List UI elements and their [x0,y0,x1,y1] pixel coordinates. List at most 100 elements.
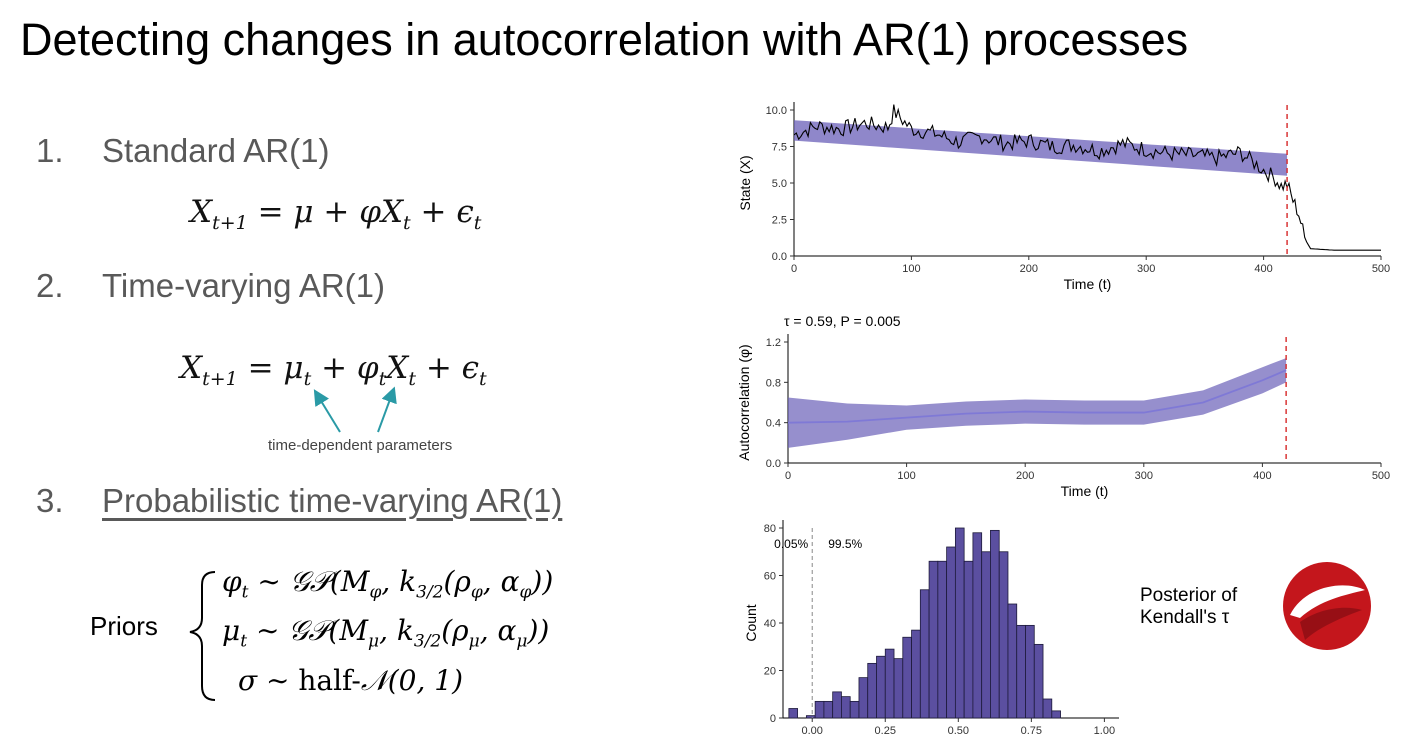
histogram-bar [884,648,895,719]
histogram-bar [849,700,860,719]
state-chart: 0 100 200 300 400 500 0.0 2.5 5.0 7.5 10.0 Time (t)… [737,102,1390,292]
posterior-caption-line1: Posterior of [1140,585,1238,606]
histogram-bar [867,662,877,719]
kendall-histogram: 0.00 0.25 0.50 0.75 1.00 0 20 40 60 80 Count 0.05% 9… [743,520,1119,737]
histogram-bar [998,551,1009,719]
y-axis-label: State (X) [737,155,753,210]
x-tick-label: 400 [1253,470,1271,482]
state-posterior-band [794,120,1288,176]
left-percent-annotation: 0.05% [774,537,808,551]
x-tick-label: 0 [791,263,797,275]
right-percent-annotation: 99.5% [828,537,862,551]
arrow-phi-t [377,386,397,433]
equation-time-varying-ar1: Xt+1 = μt + φtXt + ϵt [180,350,487,391]
prior-mu: μt ∼ 𝒢𝒫(Mμ, k3/2(ρμ, αμ)) [222,614,550,652]
histogram-bar [876,655,886,719]
histogram-bar [893,658,904,719]
priors-label: Priors [90,611,158,641]
priors-brace [189,571,216,701]
histogram-bar [972,532,983,719]
prior-phi: φt ∼ 𝒢𝒫(Mφ, k3/2(ρφ, αφ)) [222,565,554,603]
x-tick-label: 1.00 [1094,725,1115,737]
histogram-bar [832,691,842,719]
histogram-bar [937,560,948,719]
x-tick-label: 400 [1254,263,1272,275]
y-tick-label: 0.4 [766,418,781,430]
kendall-annotation: τ = 0.59, P = 0.005 [784,313,901,329]
x-axis-label: Time (t) [1064,276,1112,292]
histogram-bar [788,708,799,719]
list-label: Probabilistic time-varying AR(1) [102,482,563,519]
x-tick-label: 100 [897,470,915,482]
histogram-bar [1051,710,1061,719]
histogram-bar [990,529,1000,719]
list-label: Standard AR(1) [102,132,330,169]
histogram-bar [805,715,816,719]
state-series-line [793,104,1382,251]
y-tick-label: 0.0 [772,251,787,263]
autocorrelation-mean-line [787,369,1287,424]
y-tick-label: 80 [764,523,776,535]
histogram-bar [963,560,974,719]
histogram-bar [911,629,921,719]
autocorrelation-chart: 0 100 200 300 400 500 0.0 0.4 0.8 1.2 Time (t) Auto… [736,313,1390,499]
y-tick-label: 7.5 [772,142,787,154]
x-tick-label: 0 [785,470,791,482]
parameter-note: time-dependent parameters [268,437,453,454]
x-axis-label: Time (t) [1061,483,1109,499]
red-swoosh-logo [1283,562,1371,650]
x-tick-label: 0.25 [875,725,896,737]
list-item-standard: 1. Standard AR(1) [36,132,329,170]
list-number: 2. [36,267,64,304]
histogram-bar [841,696,851,719]
posterior-caption: Posterior of Kendall's τ [1140,585,1237,629]
list-number: 3. [36,482,64,519]
y-tick-label: 20 [764,666,776,678]
histogram-bar [1042,698,1053,719]
y-tick-label: 10.0 [766,105,787,117]
y-axis-label: Autocorrelation (φ) [736,344,752,460]
list-number: 1. [36,132,64,169]
x-tick-label: 0.75 [1021,725,1042,737]
x-tick-label: 500 [1372,470,1390,482]
y-tick-label: 60 [764,571,776,583]
histogram-bar [981,551,991,719]
arrow-mu-t [313,389,341,433]
prior-sigma: σ ∼ half-𝒩(0, 1) [238,664,463,697]
autocorrelation-band [788,358,1287,448]
x-tick-label: 300 [1135,470,1153,482]
posterior-caption-line2: Kendall's τ [1140,607,1230,628]
histogram-bar [1033,643,1044,719]
y-tick-label: 5.0 [772,178,787,190]
histogram-bar [946,546,956,719]
histogram-bar [858,677,869,719]
histogram-bar [919,589,930,719]
histogram-bar [902,636,912,719]
x-tick-label: 0.50 [948,725,969,737]
x-tick-label: 200 [1020,263,1038,275]
y-tick-label: 0 [770,713,776,725]
histogram-bar [823,700,834,719]
histogram-bar [1025,624,1035,719]
x-tick-label: 200 [1016,470,1034,482]
histogram-bar [1016,624,1026,719]
x-tick-label: 300 [1137,263,1155,275]
slide-title: Detecting changes in autocorrelation wit… [20,14,1189,65]
histogram-bar [814,700,825,719]
y-tick-label: 0.8 [766,377,781,389]
list-label: Time-varying AR(1) [102,267,385,304]
x-tick-label: 0.00 [802,725,823,737]
histogram-bar [954,527,965,719]
x-tick-label: 500 [1372,263,1390,275]
equation-standard-ar1: Xt+1 = μ + φXt + ϵt [190,194,482,235]
y-tick-label: 0.0 [766,458,781,470]
y-tick-label: 2.5 [772,215,787,227]
x-tick-label: 100 [902,263,920,275]
y-axis-label: Count [743,604,759,641]
list-item-probabilistic: 3. Probabilistic time-varying AR(1) [36,482,562,520]
list-item-time-varying: 2. Time-varying AR(1) [36,267,385,305]
histogram-bar [1007,603,1018,719]
y-tick-label: 1.2 [766,337,781,349]
histogram-bar [928,560,939,719]
